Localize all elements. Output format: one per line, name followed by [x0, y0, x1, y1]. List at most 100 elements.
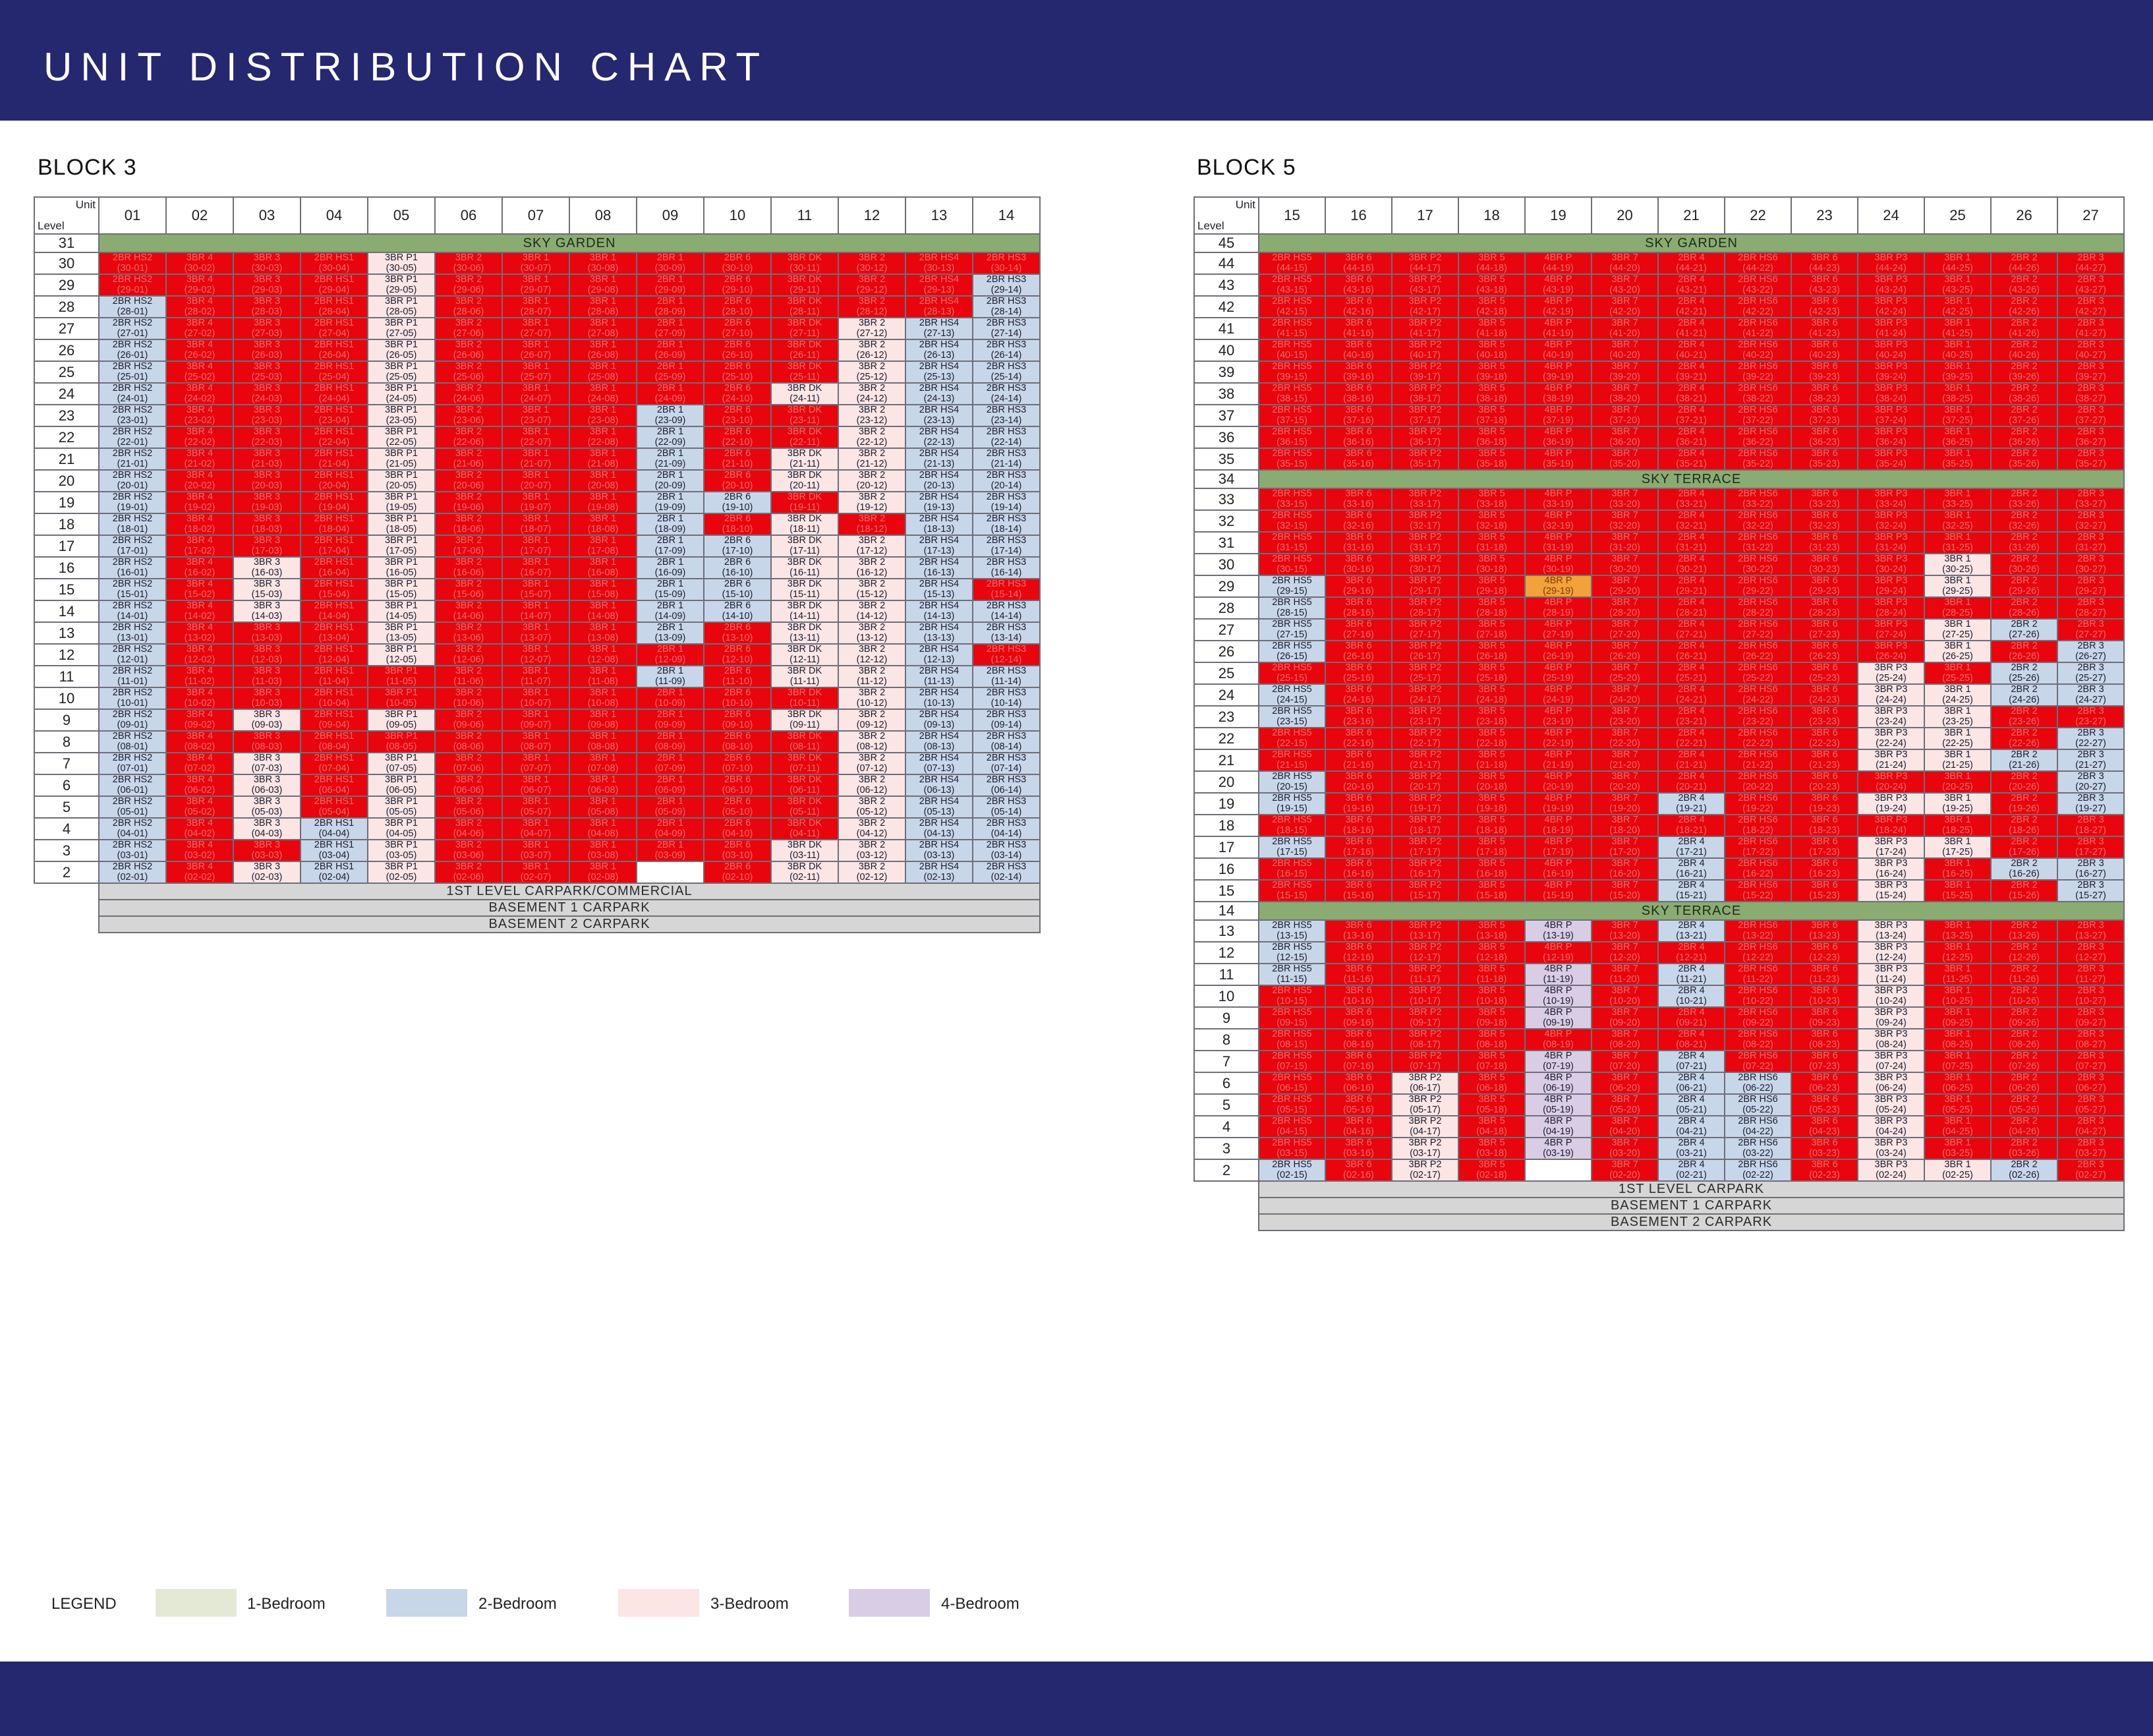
unit-cell[interactable]: 2BR HS5 (19-15): [1258, 792, 1326, 815]
unit-cell[interactable]: 3BR P2 (37-17): [1391, 404, 1459, 427]
unit-cell[interactable]: 3BR 2 (18-12): [838, 513, 906, 536]
unit-cell[interactable]: 3BR P2 (11-17): [1391, 963, 1459, 986]
unit-cell[interactable]: 3BR 1 (35-25): [1924, 448, 1992, 471]
unit-cell[interactable]: 2BR 4 (02-21): [1657, 1159, 1725, 1182]
unit-cell[interactable]: 3BR 1 (05-07): [502, 796, 570, 819]
unit-cell[interactable]: 2BR HS1 (16-04): [300, 556, 368, 579]
unit-cell[interactable]: 3BR 2 (08-12): [838, 730, 906, 753]
unit-cell[interactable]: 3BR 1 (22-07): [502, 426, 570, 449]
unit-cell[interactable]: 3BR P3 (03-24): [1857, 1137, 1925, 1160]
unit-cell[interactable]: 3BR 2 (16-06): [434, 556, 503, 579]
unit-cell[interactable]: 3BR 5 (07-18): [1458, 1050, 1526, 1073]
unit-cell[interactable]: 2BR HS6 (09-22): [1724, 1006, 1792, 1029]
unit-cell[interactable]: 2BR 2 (44-26): [1990, 252, 2058, 275]
unit-cell[interactable]: 3BR 6 (27-23): [1791, 618, 1858, 641]
unit-cell[interactable]: 2BR 2 (15-26): [1990, 879, 2058, 902]
unit-cell[interactable]: 3BR 7 (41-20): [1591, 317, 1659, 340]
unit-cell[interactable]: 2BR 2 (28-26): [1990, 596, 2058, 620]
unit-cell[interactable]: 3BR P1 (10-05): [367, 687, 436, 710]
unit-cell[interactable]: 3BR 6 (02-23): [1791, 1159, 1858, 1182]
unit-cell[interactable]: 3BR P2 (23-17): [1391, 705, 1459, 728]
unit-cell[interactable]: 3BR 1 (02-07): [502, 861, 570, 884]
unit-cell[interactable]: 2BR 6 (29-10): [703, 274, 772, 297]
unit-cell[interactable]: 3BR 1 (04-08): [569, 817, 637, 840]
unit-cell[interactable]: 3BR 4 (02-02): [165, 861, 234, 884]
unit-cell[interactable]: 3BR 6 (05-23): [1791, 1093, 1858, 1116]
unit-cell[interactable]: 3BR P3 (19-24): [1857, 792, 1925, 815]
unit-cell[interactable]: 4BR P (18-19): [1524, 814, 1592, 837]
unit-cell[interactable]: 3BR 1 (21-08): [569, 448, 637, 471]
unit-cell[interactable]: 4BR P (10-19): [1524, 985, 1592, 1008]
unit-cell[interactable]: 2BR 6 (14-10): [703, 600, 772, 623]
unit-cell[interactable]: 2BR HS1 (29-04): [300, 274, 368, 297]
unit-cell[interactable]: 3BR 3 (15-03): [233, 578, 301, 601]
unit-cell[interactable]: 4BR P (16-19): [1524, 857, 1592, 881]
unit-cell[interactable]: 3BR 1 (44-25): [1924, 252, 1992, 275]
unit-cell[interactable]: 3BR DK (21-11): [770, 448, 839, 471]
unit-cell[interactable]: 3BR 7 (44-20): [1591, 252, 1659, 275]
unit-cell[interactable]: 2BR HS6 (18-22): [1724, 814, 1792, 837]
unit-cell[interactable]: 2BR HS6 (31-22): [1724, 531, 1792, 554]
unit-cell[interactable]: 3BR P1 (21-05): [367, 448, 436, 471]
unit-cell[interactable]: 2BR 4 (10-21): [1657, 985, 1725, 1008]
unit-cell[interactable]: 2BR HS5 (25-15): [1258, 662, 1326, 685]
unit-cell[interactable]: 2BR HS5 (10-15): [1258, 985, 1326, 1008]
unit-cell[interactable]: 3BR P2 (33-17): [1391, 488, 1459, 511]
unit-cell[interactable]: 3BR 6 (29-16): [1325, 575, 1392, 598]
unit-cell[interactable]: 2BR 4 (07-21): [1657, 1050, 1725, 1073]
unit-cell[interactable]: 4BR P (44-19): [1524, 252, 1592, 275]
unit-cell[interactable]: 2BR 6 (09-10): [703, 709, 772, 732]
unit-cell[interactable]: 3BR 3 (28-03): [233, 295, 301, 318]
unit-cell[interactable]: 3BR 7 (13-20): [1591, 919, 1659, 942]
unit-cell[interactable]: 3BR P2 (02-17): [1391, 1159, 1459, 1182]
unit-cell[interactable]: 3BR P2 (22-17): [1391, 727, 1459, 750]
unit-cell[interactable]: 2BR 1 (20-09): [636, 469, 704, 492]
unit-cell[interactable]: 3BR 6 (40-23): [1791, 339, 1858, 362]
unit-cell[interactable]: 2BR 6 (27-10): [703, 317, 772, 340]
unit-cell[interactable]: 2BR 1 (28-09): [636, 295, 704, 318]
unit-cell[interactable]: 3BR 1 (11-25): [1924, 963, 1992, 986]
unit-cell[interactable]: 3BR 2 (05-06): [434, 796, 503, 819]
unit-cell[interactable]: 2BR HS2 (05-01): [98, 796, 167, 819]
unit-cell[interactable]: 2BR HS5 (31-15): [1258, 531, 1326, 554]
unit-cell[interactable]: 3BR 2 (10-06): [434, 687, 503, 710]
unit-cell[interactable]: 2BR HS4 (19-13): [905, 491, 973, 514]
unit-cell[interactable]: 3BR DK (05-11): [770, 796, 839, 819]
unit-cell[interactable]: 2BR 3 (33-27): [2057, 488, 2125, 511]
unit-cell[interactable]: 4BR P (32-19): [1524, 509, 1592, 533]
unit-cell[interactable]: 3BR 1 (18-25): [1924, 814, 1992, 837]
unit-cell[interactable]: 2BR 6 (04-10): [703, 817, 772, 840]
unit-cell[interactable]: 3BR 2 (29-12): [838, 274, 906, 297]
unit-cell[interactable]: 2BR 2 (07-26): [1990, 1050, 2058, 1073]
unit-cell[interactable]: 3BR 1 (25-08): [569, 361, 637, 384]
unit-cell[interactable]: 3BR DK (04-11): [770, 817, 839, 840]
unit-cell[interactable]: 2BR 1 (29-09): [636, 274, 704, 297]
unit-cell[interactable]: 3BR 4 (23-02): [165, 404, 234, 427]
unit-cell[interactable]: 4BR P (08-19): [1524, 1028, 1592, 1051]
unit-cell[interactable]: 2BR HS1 (03-04): [300, 839, 368, 862]
unit-cell[interactable]: 2BR 1 (24-09): [636, 382, 704, 405]
unit-cell[interactable]: 2BR HS2 (02-01): [98, 861, 167, 884]
unit-cell[interactable]: 2BR 3 (30-27): [2057, 553, 2125, 576]
unit-cell[interactable]: 3BR 4 (26-02): [165, 339, 234, 362]
unit-cell[interactable]: 2BR HS1 (20-04): [300, 469, 368, 492]
unit-cell[interactable]: 2BR HS5 (23-15): [1258, 705, 1326, 728]
unit-cell[interactable]: 3BR 2 (02-06): [434, 861, 503, 884]
unit-cell[interactable]: 2BR 3 (16-27): [2057, 857, 2125, 881]
unit-cell[interactable]: 3BR 7 (42-20): [1591, 295, 1659, 318]
unit-cell[interactable]: 2BR HS3 (18-14): [972, 513, 1041, 536]
unit-cell[interactable]: 3BR 7 (24-20): [1591, 683, 1659, 707]
unit-cell[interactable]: 3BR 7 (09-20): [1591, 1006, 1659, 1029]
unit-cell[interactable]: 3BR 7 (29-20): [1591, 575, 1659, 598]
unit-cell[interactable]: 3BR 1 (15-25): [1924, 879, 1992, 902]
unit-cell[interactable]: 2BR HS2 (25-01): [98, 361, 167, 384]
unit-cell[interactable]: 3BR P3 (12-24): [1857, 941, 1925, 964]
unit-cell[interactable]: 4BR P (22-19): [1524, 727, 1592, 750]
unit-cell[interactable]: 2BR 6 (28-10): [703, 295, 772, 318]
unit-cell[interactable]: 3BR 6 (28-16): [1325, 596, 1392, 620]
unit-cell[interactable]: 2BR HS4 (09-13): [905, 709, 973, 732]
unit-cell[interactable]: 3BR P1 (30-05): [367, 252, 436, 275]
unit-cell[interactable]: 2BR 3 (40-27): [2057, 339, 2125, 362]
unit-cell[interactable]: 2BR HS5 (36-15): [1258, 426, 1326, 449]
unit-cell[interactable]: 3BR 1 (05-08): [569, 796, 637, 819]
